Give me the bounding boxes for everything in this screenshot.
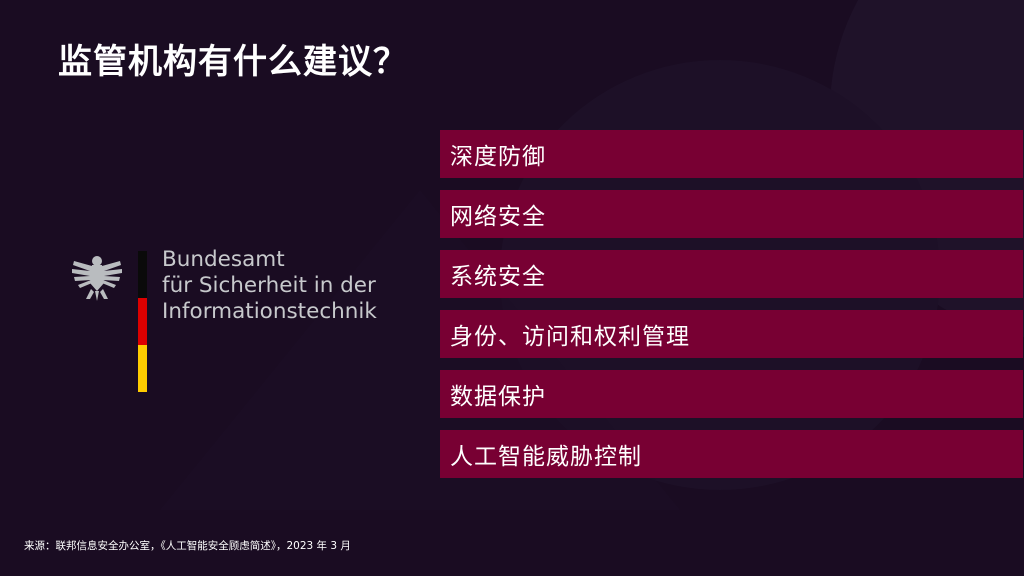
organization-name: Bundesamt für Sicherheit in der Informat… [162, 247, 377, 324]
recommendation-item: 数据保护 [440, 370, 1023, 418]
recommendation-item: 深度防御 [440, 130, 1023, 178]
recommendation-item: 人工智能威胁控制 [440, 430, 1023, 478]
recommendation-list: 深度防御 网络安全 系统安全 身份、访问和权利管理 数据保护 人工智能威胁控制 [440, 130, 1023, 490]
slide-title: 监管机构有什么建议？ [58, 42, 408, 82]
bsi-logo: Bundesamt für Sicherheit in der Informat… [68, 247, 378, 397]
recommendation-item: 网络安全 [440, 190, 1023, 238]
source-citation: 来源：联邦信息安全办公室，《人工智能安全顾虑简述》，2023 年 3 月 [24, 540, 351, 552]
recommendation-item: 身份、访问和权利管理 [440, 310, 1023, 358]
recommendation-item: 系统安全 [440, 250, 1023, 298]
federal-eagle-icon [72, 256, 122, 301]
german-flag-bar [138, 251, 147, 392]
